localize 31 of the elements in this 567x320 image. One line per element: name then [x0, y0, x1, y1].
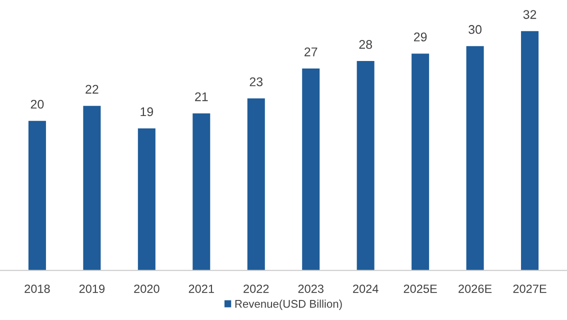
bar — [192, 113, 210, 270]
bar — [466, 46, 484, 270]
x-tick-label: 2025E — [404, 284, 437, 293]
bar — [83, 106, 101, 270]
data-label: 20 — [30, 100, 44, 109]
bar — [521, 31, 539, 270]
bar — [302, 68, 320, 270]
bar — [247, 98, 265, 270]
bar — [28, 120, 46, 270]
data-label: 29 — [414, 32, 427, 42]
x-tick-label: 2020 — [134, 284, 160, 293]
x-tick-label: 2018 — [24, 284, 50, 293]
data-label: 21 — [195, 92, 208, 102]
data-label: 23 — [250, 77, 263, 86]
x-tick-label: 2022 — [244, 284, 269, 293]
data-label: 30 — [468, 25, 482, 34]
legend-label: Revenue(USD Billion) — [235, 300, 342, 310]
x-tick-label: 2024 — [353, 284, 378, 293]
bar — [138, 128, 156, 270]
x-tick-label: 2023 — [298, 284, 324, 293]
data-label: 27 — [304, 47, 318, 56]
x-tick-label: 2027E — [513, 284, 546, 293]
data-label: 32 — [523, 10, 536, 19]
data-label: 22 — [86, 84, 98, 94]
bar — [356, 61, 374, 270]
bar — [412, 54, 430, 270]
x-tick-label: 2021 — [188, 284, 214, 293]
x-tick-label: 2026E — [458, 284, 492, 293]
data-label: 19 — [140, 107, 154, 116]
x-tick-label: 2019 — [79, 284, 105, 293]
data-label: 28 — [359, 40, 372, 49]
